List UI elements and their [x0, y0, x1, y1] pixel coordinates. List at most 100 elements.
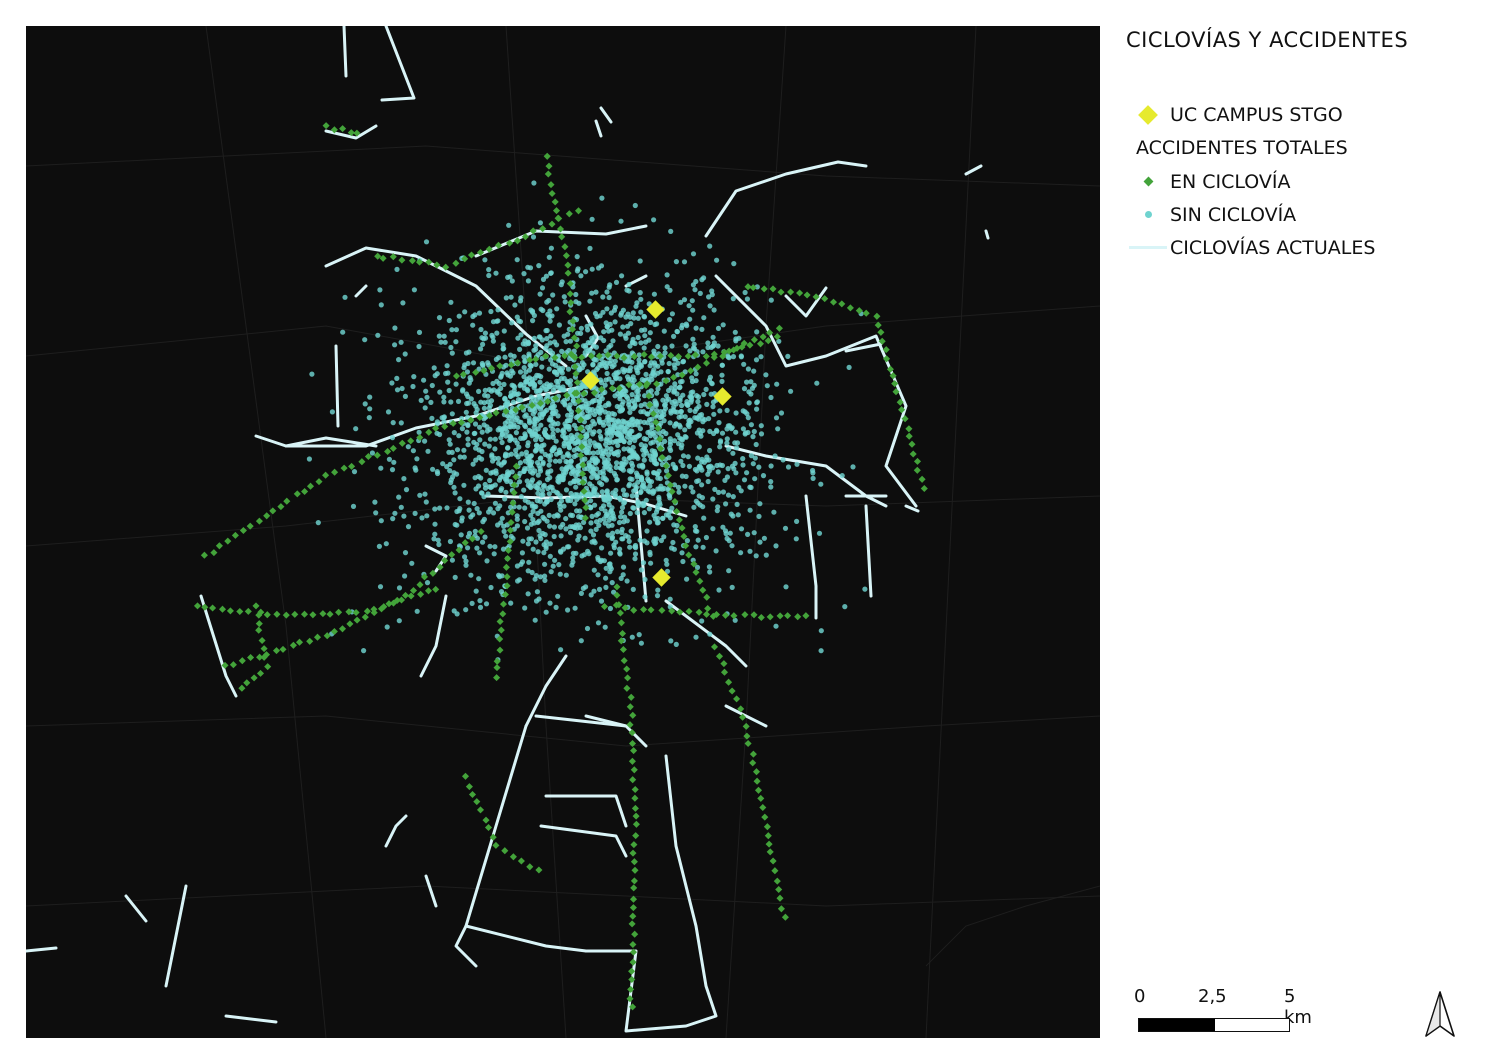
off-bikeway-point: [612, 319, 618, 325]
off-bikeway-point: [566, 453, 572, 459]
on-bikeway-point: [502, 563, 510, 571]
off-bikeway-point: [590, 431, 596, 437]
on-bikeway-point: [877, 328, 885, 336]
off-bikeway-point: [445, 379, 451, 385]
off-bikeway-point: [474, 406, 480, 413]
off-bikeway-point: [644, 528, 650, 534]
off-bikeway-point: [568, 432, 574, 439]
on-bikeway-point: [656, 352, 664, 360]
off-bikeway-point: [591, 343, 597, 349]
off-bikeway-point: [377, 287, 383, 293]
off-bikeway-point: [720, 489, 727, 495]
off-bikeway-point: [680, 453, 687, 459]
on-bikeway-point: [505, 239, 514, 247]
off-bikeway-point: [499, 439, 505, 446]
off-bikeway-point: [477, 598, 483, 604]
on-bikeway-point: [384, 447, 392, 456]
off-bikeway-point: [683, 473, 689, 480]
off-bikeway-point: [563, 516, 569, 522]
off-bikeway-point: [503, 533, 509, 539]
on-bikeway-point: [535, 866, 543, 874]
on-bikeway-point: [221, 661, 229, 669]
on-bikeway-point: [631, 785, 639, 794]
off-bikeway-point: [542, 561, 548, 567]
off-bikeway-point: [367, 406, 373, 412]
off-bikeway-point: [695, 455, 701, 461]
off-bikeway-point: [646, 337, 652, 343]
on-bikeway-point: [568, 325, 577, 333]
off-bikeway-point: [517, 479, 523, 485]
on-bikeway-point: [461, 255, 469, 263]
on-bikeway-point: [696, 577, 704, 585]
on-bikeway-point: [291, 610, 299, 618]
off-bikeway-point: [394, 375, 400, 381]
off-bikeway-point: [542, 577, 548, 584]
off-bikeway-point: [604, 489, 610, 495]
off-bikeway-point: [816, 530, 823, 536]
off-bikeway-point: [540, 307, 546, 314]
off-bikeway-point: [525, 440, 531, 446]
on-bikeway-point: [457, 418, 465, 427]
map-panel[interactable]: [26, 26, 1100, 1038]
off-bikeway-point: [544, 433, 550, 439]
on-bikeway-point: [720, 668, 729, 676]
off-bikeway-point: [531, 335, 537, 341]
off-bikeway-point: [730, 354, 737, 360]
off-bikeway-point: [543, 609, 549, 615]
on-bikeway-point: [576, 424, 585, 433]
off-bikeway-point: [451, 457, 457, 463]
on-bikeway-point: [513, 237, 522, 245]
off-bikeway-point: [377, 584, 384, 590]
off-bikeway-point: [544, 343, 550, 349]
off-bikeway-point: [700, 349, 706, 355]
on-bikeway-point: [628, 739, 637, 748]
off-bikeway-point: [667, 515, 674, 521]
on-bikeway-point: [496, 617, 504, 626]
off-bikeway-point: [480, 539, 486, 545]
off-bikeway-point: [584, 323, 590, 329]
off-bikeway-point: [649, 425, 655, 431]
legend-label-on-bikeway: EN CICLOVÍA: [1170, 170, 1291, 193]
on-bikeway-point: [629, 912, 637, 920]
off-bikeway-point: [550, 387, 556, 393]
off-bikeway-point: [748, 379, 754, 385]
off-bikeway-point: [684, 538, 691, 544]
on-bikeway-point: [573, 389, 581, 397]
bikeway-line: [784, 286, 828, 318]
off-bikeway-point: [646, 506, 652, 512]
legend-item-campus: UC CAMPUS STGO: [1126, 98, 1486, 131]
on-bikeway-point: [616, 609, 624, 617]
off-bikeway-point: [436, 541, 442, 548]
off-bikeway-point: [635, 472, 641, 478]
off-bikeway-point: [538, 574, 544, 580]
off-bikeway-point: [625, 534, 631, 540]
on-bikeway-point: [787, 288, 795, 296]
off-bikeway-point: [384, 624, 390, 630]
off-bikeway-point: [521, 487, 527, 493]
off-bikeway-point: [434, 430, 440, 436]
off-bikeway-point: [470, 313, 476, 320]
off-bikeway-point: [646, 301, 652, 307]
off-bikeway-point: [707, 569, 713, 575]
on-bikeway-point: [482, 816, 490, 824]
on-bikeway-point: [499, 600, 508, 608]
on-bikeway-point: [484, 823, 493, 832]
on-bikeway-point: [741, 611, 749, 619]
off-bikeway-point: [654, 321, 660, 327]
on-bikeway-point: [496, 362, 504, 370]
on-bikeway-point: [882, 355, 891, 363]
on-bikeway-point: [397, 596, 406, 604]
off-bikeway-point: [632, 556, 638, 562]
on-bikeway-point: [506, 537, 514, 546]
off-bikeway-point: [605, 452, 612, 458]
off-bikeway-point: [610, 530, 616, 536]
on-bikeway-point: [226, 607, 234, 615]
off-bikeway-point: [638, 340, 644, 346]
off-bikeway-point: [742, 431, 748, 437]
off-bikeway-point: [705, 344, 711, 351]
on-bikeway-point: [891, 380, 899, 388]
on-bikeway-point: [256, 653, 264, 661]
off-bikeway-point: [617, 495, 623, 501]
off-bikeway-point: [476, 576, 482, 582]
map-canvas[interactable]: [26, 26, 1100, 1038]
